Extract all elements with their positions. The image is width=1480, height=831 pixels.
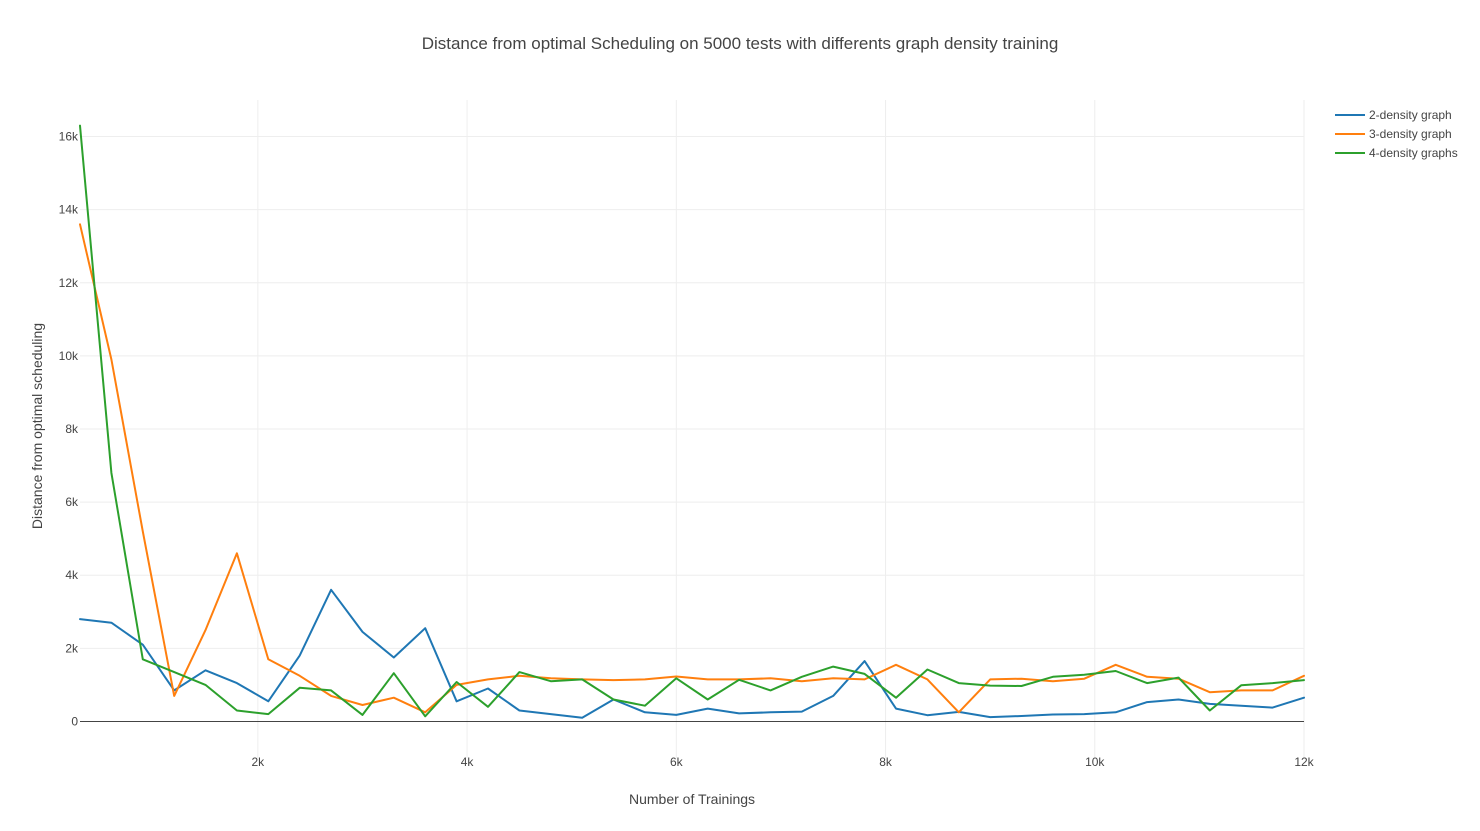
legend-item[interactable]: 2-density graph bbox=[1335, 108, 1452, 122]
y-axis-title: Distance from optimal scheduling bbox=[29, 323, 45, 529]
y-tick-label: 16k bbox=[59, 130, 79, 144]
series-line-2[interactable] bbox=[79, 223, 1305, 714]
legend[interactable]: 2-density graph 3-density graph 4-density … bbox=[1335, 108, 1458, 160]
chart-title: Distance from optimal Scheduling on 5000… bbox=[422, 34, 1059, 53]
grid bbox=[80, 100, 1305, 758]
x-tick-label: 8k bbox=[879, 755, 893, 769]
legend-label: 2-density graph bbox=[1369, 108, 1452, 122]
y-tick-label: 14k bbox=[59, 203, 79, 217]
y-tick-label: 8k bbox=[65, 422, 79, 436]
y-tick-label: 0 bbox=[71, 714, 78, 728]
series-lines bbox=[79, 124, 1305, 719]
y-tick-label: 10k bbox=[59, 349, 79, 363]
y-tick-label: 4k bbox=[65, 568, 79, 582]
legend-label: 3-density graph bbox=[1369, 127, 1452, 141]
y-tick-label: 6k bbox=[65, 495, 79, 509]
y-tick-label: 12k bbox=[59, 276, 79, 290]
x-tick-label: 2k bbox=[252, 755, 266, 769]
legend-item[interactable]: 3-density graph bbox=[1335, 127, 1452, 141]
x-tick-label: 6k bbox=[670, 755, 684, 769]
legend-item[interactable]: 4-density graphs bbox=[1335, 146, 1458, 160]
series-line-1[interactable] bbox=[79, 588, 1305, 719]
x-tick-label: 4k bbox=[461, 755, 475, 769]
x-tick-label: 10k bbox=[1085, 755, 1105, 769]
y-tick-label: 2k bbox=[65, 641, 79, 655]
x-tick-label: 12k bbox=[1294, 755, 1314, 769]
series-line-3[interactable] bbox=[79, 124, 1305, 718]
legend-label: 4-density graphs bbox=[1369, 146, 1458, 160]
y-axis-ticks: 0 2k 4k 6k 8k 10k 12k 14k 16k bbox=[59, 130, 79, 729]
x-axis-ticks: 2k 4k 6k 8k 10k 12k bbox=[252, 755, 1315, 769]
x-axis-title: Number of Trainings bbox=[629, 791, 755, 807]
